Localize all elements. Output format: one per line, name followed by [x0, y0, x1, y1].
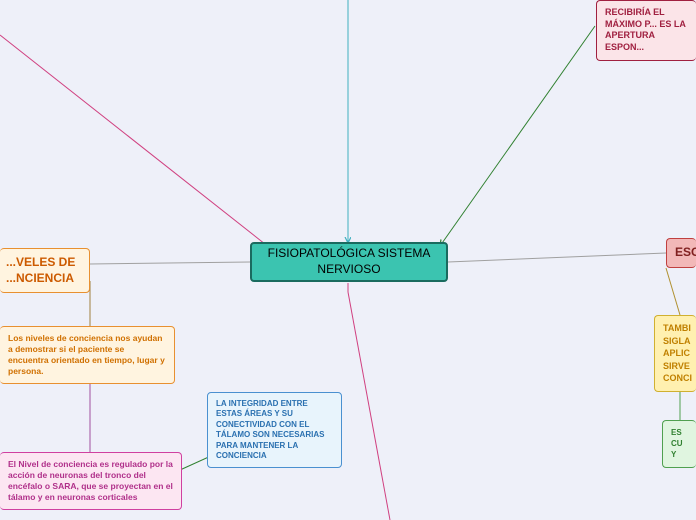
node-text: LA INTEGRIDAD ENTRE ESTAS ÁREAS Y SU CON… — [216, 399, 324, 460]
node-left-pink[interactable]: El Nivel de conciencia es regulado por l… — [0, 452, 182, 510]
node-text: El Nivel de conciencia es regulado por l… — [8, 459, 173, 502]
node-text: RECIBIRÍA EL MÁXIMO P... ES LA APERTURA … — [605, 7, 686, 52]
node-text: ES CU Y — [671, 428, 683, 459]
center-label: FISIOPATOLÓGICA SISTEMA NERVIOSO — [260, 246, 438, 277]
node-text: TAMBI SIGLA APLIC SIRVE CONCI — [663, 323, 692, 383]
node-text: ESC — [675, 245, 696, 261]
node-top-red[interactable]: RECIBIRÍA EL MÁXIMO P... ES LA APERTURA … — [596, 0, 696, 61]
node-text: Los niveles de conciencia nos ayudan a d… — [8, 333, 165, 376]
center-node[interactable]: FISIOPATOLÓGICA SISTEMA NERVIOSO — [250, 242, 448, 282]
node-left-desc[interactable]: Los niveles de conciencia nos ayudan a d… — [0, 326, 175, 384]
node-text: ...VELES DE ...NCIENCIA — [6, 255, 75, 285]
node-right-red[interactable]: ESC — [666, 238, 696, 268]
node-blue[interactable]: LA INTEGRIDAD ENTRE ESTAS ÁREAS Y SU CON… — [207, 392, 342, 468]
node-right-green[interactable]: ES CU Y — [662, 420, 696, 468]
mindmap-canvas: FISIOPATOLÓGICA SISTEMA NERVIOSO RECIBIR… — [0, 0, 696, 520]
node-left-title[interactable]: ...VELES DE ...NCIENCIA — [0, 248, 90, 293]
node-right-yellow[interactable]: TAMBI SIGLA APLIC SIRVE CONCI — [654, 315, 696, 392]
